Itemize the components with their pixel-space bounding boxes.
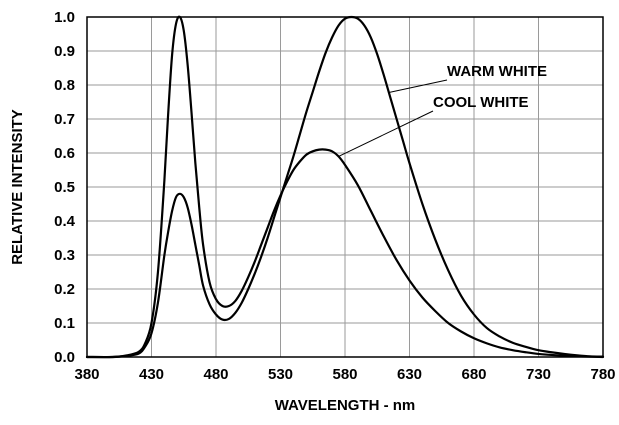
series-label: COOL WHITE [433, 94, 529, 111]
x-tick-label: 380 [74, 366, 99, 383]
series-label: WARM WHITE [447, 63, 547, 80]
x-tick-label: 580 [332, 366, 357, 383]
y-tick-label: 0.6 [54, 145, 75, 162]
x-axis-title: WAVELENGTH - nm [275, 397, 416, 414]
x-tick-label: 630 [397, 366, 422, 383]
series-labels: WARM WHITE COOL WHITE [338, 63, 547, 157]
y-tick-label: 0.5 [54, 179, 75, 196]
y-tick-label: 1.0 [54, 9, 75, 26]
y-tick-label: 0.8 [54, 77, 75, 94]
x-tick-label: 480 [203, 366, 228, 383]
series-layer [85, 15, 605, 359]
x-tick-label: 430 [139, 366, 164, 383]
x-tick-label: 780 [590, 366, 615, 383]
series-label-leader [338, 110, 434, 157]
y-tick-label: 0.3 [54, 247, 75, 264]
x-tick-label: 730 [526, 366, 551, 383]
y-tick-label: 0.7 [54, 111, 75, 128]
x-tick-label: 530 [268, 366, 293, 383]
y-tick-label: 0.1 [54, 315, 75, 332]
plot-area-frame [86, 16, 604, 358]
y-tick-label: 0.2 [54, 281, 75, 298]
y-tick-label: 0.9 [54, 43, 75, 60]
x-tick-label: 680 [461, 366, 486, 383]
x-tick-labels: 380 430 480 530 580 630 680 730 780 [74, 366, 615, 383]
y-tick-label: 0.0 [54, 349, 75, 366]
y-axis-title: RELATIVE INTENSITY [9, 109, 26, 265]
y-tick-label: 0.4 [54, 213, 76, 230]
y-tick-labels: 0.0 0.1 0.2 0.3 0.4 0.5 0.6 0.7 0.8 0.9 1.0 [54, 9, 76, 366]
series-label-leader [388, 79, 448, 93]
series-line-warm-white [85, 15, 605, 359]
series-line-cool-white [85, 15, 605, 359]
